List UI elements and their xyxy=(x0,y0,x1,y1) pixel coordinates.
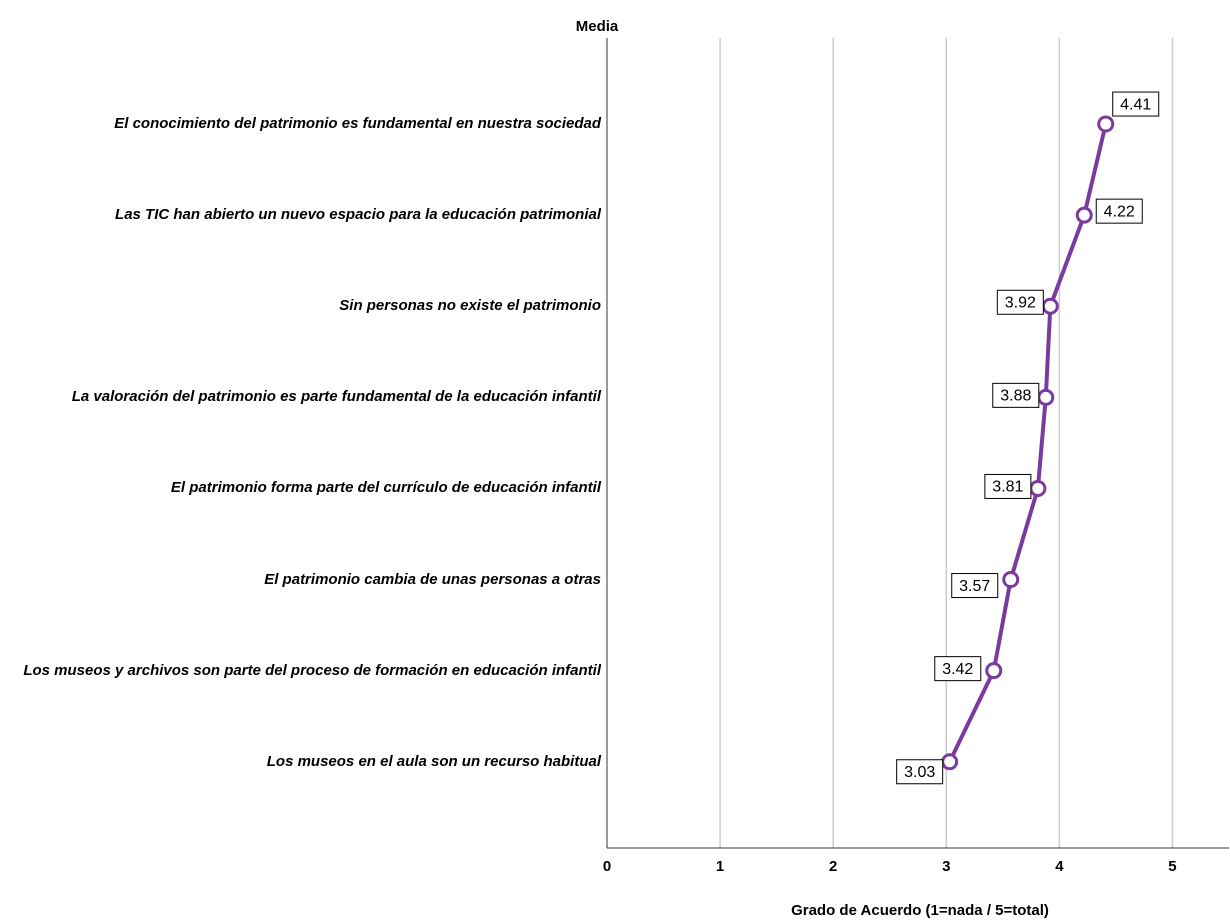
y-tick-label: El conocimiento del patrimonio es fundam… xyxy=(114,115,601,133)
x-tick-label: 3 xyxy=(942,858,950,875)
data-label: 3.88 xyxy=(1000,388,1031,405)
marker xyxy=(1075,206,1093,224)
data-label-box xyxy=(992,382,1040,408)
x-axis-label: Grado de Acuerdo (1=nada / 5=total) xyxy=(791,902,1049,919)
x-tick-label: 5 xyxy=(1168,858,1176,875)
marker xyxy=(1037,388,1055,406)
y-tick-label: Los museos en el aula son un recurso hab… xyxy=(266,752,601,770)
data-label: 4.41 xyxy=(1120,96,1151,113)
y-tick-label: El patrimonio cambia de unas personas a … xyxy=(264,570,601,588)
x-tick-label: 4 xyxy=(1055,858,1064,875)
data-label-box xyxy=(996,289,1044,315)
data-label-box xyxy=(1112,91,1160,117)
x-tick-label: 0 xyxy=(603,858,611,875)
marker xyxy=(1029,479,1047,497)
data-label-box xyxy=(896,759,944,785)
data-label-box xyxy=(1095,198,1143,224)
y-tick-label: La valoración del patrimonio es parte fu… xyxy=(71,388,601,406)
line xyxy=(947,123,1108,763)
data-label: 3.92 xyxy=(1005,294,1036,311)
data-label-box xyxy=(951,573,999,599)
x-tick-label: 1 xyxy=(716,858,724,875)
chart-title: Media xyxy=(576,18,619,35)
data-label: 3.03 xyxy=(904,764,935,781)
marker xyxy=(1097,115,1115,133)
marker xyxy=(1002,571,1020,589)
data-label: 4.22 xyxy=(1104,203,1135,220)
marker xyxy=(941,753,959,771)
marker xyxy=(985,662,1003,680)
y-tick-label: El patrimonio forma parte del currículo … xyxy=(170,479,601,497)
data-label-box xyxy=(934,656,982,682)
y-tick-label: Los museos y archivos son parte del proc… xyxy=(23,661,601,679)
data-label-box xyxy=(984,473,1032,499)
data-label: 3.57 xyxy=(959,578,990,595)
x-tick-label: 2 xyxy=(829,858,837,875)
y-tick-label: Las TIC han abierto un nuevo espacio par… xyxy=(115,206,601,224)
y-tick-label: Sin personas no existe el patrimonio xyxy=(339,297,601,315)
marker xyxy=(1041,297,1059,315)
data-label: 3.81 xyxy=(992,479,1023,496)
data-label: 3.42 xyxy=(942,661,973,678)
